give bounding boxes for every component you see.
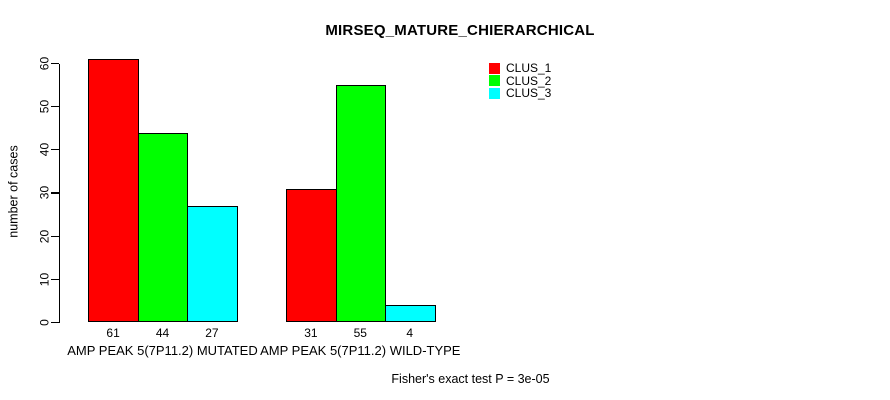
bar-value-label: 55 (353, 326, 367, 340)
bar-clus_2-group2 (335, 85, 387, 323)
bar-clus_1-group1 (88, 59, 139, 323)
y-axis-tick (51, 235, 59, 237)
legend-item-clus_3: CLUS_3 (489, 86, 552, 101)
y-tick-label: 20 (37, 229, 52, 243)
bar-value-label: 27 (205, 326, 219, 340)
bar-value-label: 44 (155, 326, 170, 340)
y-axis-tick (51, 106, 59, 108)
x-category-label: AMP PEAK 5(7P11.2) MUTATED (67, 343, 258, 358)
legend-label: CLUS_2 (506, 73, 552, 88)
bar-clus_1-group2 (286, 188, 337, 323)
bar-clus_2-group1 (137, 132, 189, 323)
y-tick-label: 30 (37, 186, 52, 200)
bar-value-label: 31 (304, 326, 318, 340)
y-tick-label: 60 (37, 56, 52, 71)
x-category-label: AMP PEAK 5(7P11.2) WILD-TYPE (260, 343, 461, 358)
stat-test-note: Fisher's exact test P = 3e-05 (391, 372, 550, 386)
legend-label: CLUS_3 (506, 86, 552, 101)
legend: CLUS_1 CLUS_2 CLUS_3 (489, 61, 552, 101)
y-axis-line (58, 63, 60, 323)
legend-item-clus_2: CLUS_2 (489, 73, 552, 88)
legend-label: CLUS_1 (506, 61, 552, 76)
bar-value-label: 4 (406, 326, 414, 340)
y-axis-tick (51, 62, 59, 65)
y-axis-tick (51, 192, 59, 194)
legend-swatch-clus_2 (489, 75, 500, 87)
y-axis-tick (51, 321, 59, 324)
y-axis-tick (51, 278, 59, 280)
chart-title: MIRSEQ_MATURE_CHIERARCHICAL (325, 22, 595, 39)
bar-clus_3-group2 (385, 305, 436, 323)
legend-item-clus_1: CLUS_1 (489, 61, 552, 76)
y-tick-label: 0 (37, 319, 52, 326)
y-tick-label: 40 (37, 143, 52, 157)
y-axis-label: number of cases (6, 145, 21, 238)
y-tick-label: 50 (37, 99, 52, 114)
legend-swatch-clus_1 (489, 62, 500, 74)
legend-swatch-clus_3 (489, 87, 500, 99)
y-axis-tick (51, 149, 59, 151)
y-tick-label: 10 (37, 272, 52, 287)
bar-clus_3-group1 (187, 205, 238, 323)
bar-value-label: 61 (106, 326, 120, 340)
